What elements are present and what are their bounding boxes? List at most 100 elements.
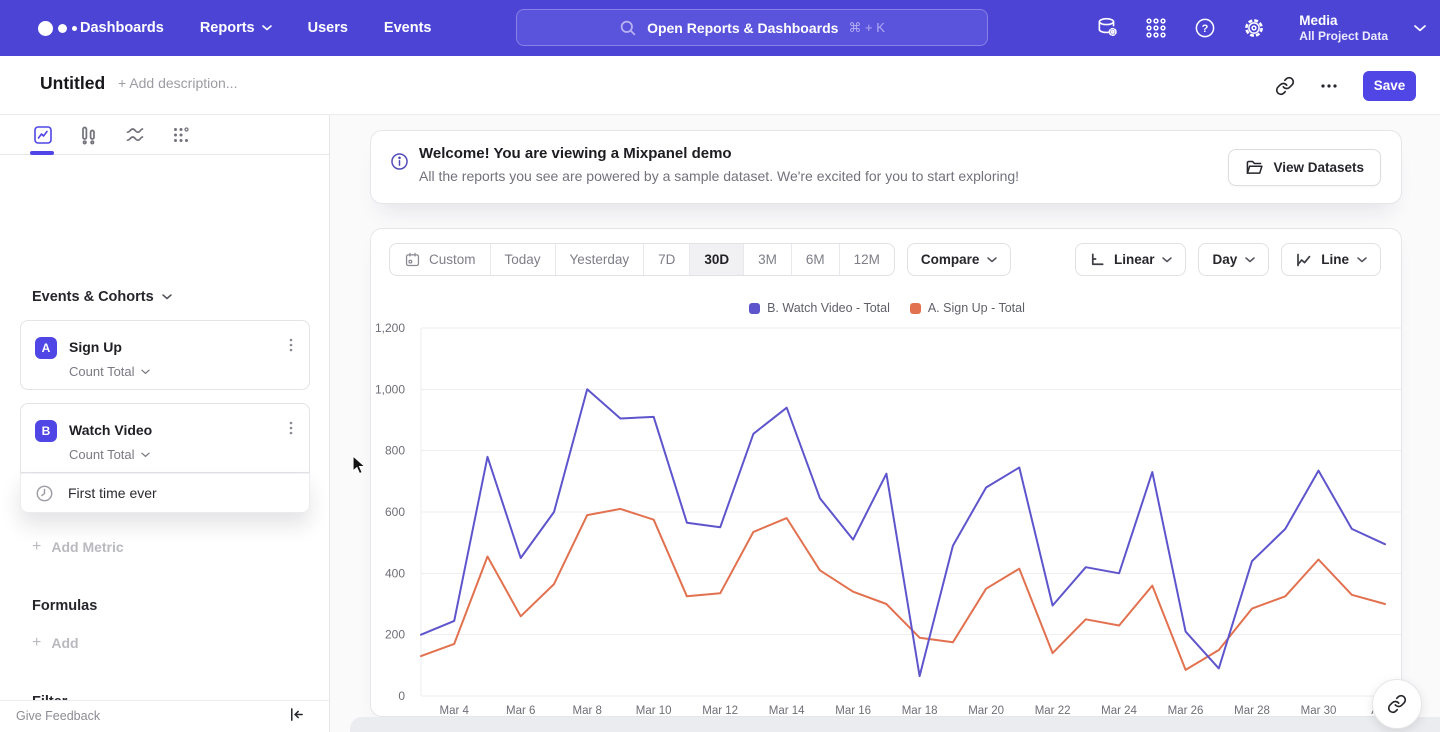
report-title[interactable]: Untitled <box>40 73 105 94</box>
date-range-bar: Custom Today Yesterday 7D 30D 3M 6M 12M … <box>389 243 1011 276</box>
chart-view-controls: Linear Day Line <box>1075 243 1381 276</box>
info-icon <box>389 151 410 172</box>
nav-item-events[interactable]: Events <box>384 20 432 36</box>
range-custom[interactable]: Custom <box>390 244 490 275</box>
share-link-fab[interactable] <box>1372 679 1422 729</box>
scale-dropdown[interactable]: Linear <box>1075 243 1187 276</box>
project-switcher[interactable]: Media All Project Data <box>1299 12 1426 44</box>
svg-text:600: 600 <box>385 505 405 519</box>
give-feedback-link[interactable]: Give Feedback <box>16 709 100 723</box>
chevron-down-icon <box>262 25 272 31</box>
search-icon <box>619 19 637 37</box>
settings-gear-icon[interactable] <box>1242 16 1266 40</box>
data-management-icon[interactable] <box>1095 16 1119 40</box>
top-navbar: Dashboards Reports Users Events Open Rep… <box>0 0 1440 56</box>
svg-text:?: ? <box>1202 23 1209 35</box>
report-description-input[interactable]: + Add description... <box>118 75 237 91</box>
legend-item-sign-up[interactable]: A. Sign Up - Total <box>910 301 1025 315</box>
tab-insights[interactable] <box>30 122 56 148</box>
chevron-down-icon <box>141 452 150 458</box>
granularity-dropdown[interactable]: Day <box>1198 243 1269 276</box>
metric-card-sign-up[interactable]: A Sign Up Count Total <box>20 320 310 390</box>
nav-item-reports[interactable]: Reports <box>200 20 272 36</box>
mixpanel-logo[interactable] <box>38 0 77 56</box>
tab-funnels[interactable] <box>76 122 102 148</box>
svg-text:Mar 26: Mar 26 <box>1168 705 1204 717</box>
report-type-tabs <box>0 115 329 155</box>
titlebar-actions: Save <box>1275 56 1416 115</box>
tab-retention[interactable] <box>168 122 194 148</box>
chevron-down-icon <box>141 369 150 375</box>
more-options-icon[interactable] <box>1319 76 1339 96</box>
svg-text:Mar 18: Mar 18 <box>902 705 938 717</box>
svg-text:Mar 8: Mar 8 <box>573 705 602 717</box>
help-icon[interactable]: ? <box>1193 16 1217 40</box>
svg-text:800: 800 <box>385 444 405 458</box>
compare-dropdown[interactable]: Compare <box>907 243 1012 276</box>
mouse-cursor <box>352 455 372 477</box>
range-12m[interactable]: 12M <box>839 244 894 275</box>
line-chart-icon <box>1295 252 1313 268</box>
range-30d-active[interactable]: 30D <box>689 244 743 275</box>
sidebar-footer: Give Feedback <box>0 700 329 732</box>
svg-text:Mar 6: Mar 6 <box>506 705 535 717</box>
query-builder-sidebar: Events & Cohorts A Sign Up Count Total B… <box>0 115 330 732</box>
metric-name: Watch Video <box>69 422 152 438</box>
kebab-menu-icon[interactable] <box>283 420 299 436</box>
add-formula-button[interactable]: Add <box>32 634 79 652</box>
legend-item-watch-video[interactable]: B. Watch Video - Total <box>749 301 890 315</box>
svg-text:400: 400 <box>385 566 405 580</box>
svg-text:Mar 30: Mar 30 <box>1301 705 1337 717</box>
line-chart-plot[interactable]: 02004006008001,0001,200Mar 4Mar 6Mar 8Ma… <box>371 319 1403 717</box>
chevron-down-icon <box>1162 257 1172 263</box>
project-name: Media <box>1299 12 1388 29</box>
folder-icon <box>1245 159 1264 176</box>
svg-text:Mar 20: Mar 20 <box>968 705 1004 717</box>
banner-title: Welcome! You are viewing a Mixpanel demo <box>419 145 732 162</box>
metric-badge: A <box>35 337 57 359</box>
metric-card-watch-video[interactable]: B Watch Video Count Total <box>20 403 310 473</box>
navbar-right: ? Media All Project Data <box>1095 0 1426 56</box>
date-range-segmented-control: Custom Today Yesterday 7D 30D 3M 6M 12M <box>389 243 895 276</box>
add-metric-button[interactable]: Add Metric <box>32 538 124 556</box>
plus-icon <box>32 634 41 652</box>
aggregation-dropdown[interactable]: Count Total <box>69 447 150 462</box>
save-button[interactable]: Save <box>1363 71 1416 101</box>
kebab-menu-icon[interactable] <box>283 337 299 353</box>
svg-text:Mar 22: Mar 22 <box>1035 705 1071 717</box>
search-shortcut: ⌘ + K <box>848 20 885 36</box>
menu-item-first-time-ever[interactable]: First time ever <box>20 473 310 513</box>
apps-grid-icon[interactable] <box>1144 16 1168 40</box>
nav-item-dashboards[interactable]: Dashboards <box>80 20 164 36</box>
chevron-down-icon <box>1245 257 1255 263</box>
copy-link-icon[interactable] <box>1275 76 1295 96</box>
range-today[interactable]: Today <box>490 244 555 275</box>
metric-name: Sign Up <box>69 339 122 355</box>
chevron-down-icon <box>987 257 997 263</box>
primary-nav: Dashboards Reports Users Events <box>80 0 431 56</box>
range-7d[interactable]: 7D <box>643 244 689 275</box>
tab-flows[interactable] <box>122 122 148 148</box>
svg-text:Mar 24: Mar 24 <box>1101 705 1137 717</box>
view-datasets-button[interactable]: View Datasets <box>1228 149 1381 186</box>
nav-item-users[interactable]: Users <box>308 20 348 36</box>
svg-text:Mar 10: Mar 10 <box>636 705 672 717</box>
bottom-scroll-strip[interactable] <box>350 717 1440 732</box>
chart-type-dropdown[interactable]: Line <box>1281 243 1381 276</box>
banner-subtitle: All the reports you see are powered by a… <box>419 168 1019 184</box>
collapse-sidebar-icon[interactable] <box>288 706 305 723</box>
formulas-heading: Formulas <box>32 598 97 614</box>
svg-text:1,000: 1,000 <box>375 382 405 396</box>
range-yesterday[interactable]: Yesterday <box>555 244 644 275</box>
svg-text:Mar 12: Mar 12 <box>702 705 738 717</box>
aggregation-dropdown[interactable]: Count Total <box>69 364 150 379</box>
svg-text:Mar 16: Mar 16 <box>835 705 871 717</box>
range-3m[interactable]: 3M <box>743 244 791 275</box>
range-6m[interactable]: 6M <box>791 244 839 275</box>
svg-text:0: 0 <box>398 689 405 703</box>
global-search-input[interactable]: Open Reports & Dashboards ⌘ + K <box>516 9 988 46</box>
insights-chart-card: Custom Today Yesterday 7D 30D 3M 6M 12M … <box>370 228 1402 717</box>
events-cohorts-header[interactable]: Events & Cohorts <box>32 289 172 305</box>
chevron-down-icon <box>162 294 172 300</box>
project-scope: All Project Data <box>1299 29 1388 44</box>
